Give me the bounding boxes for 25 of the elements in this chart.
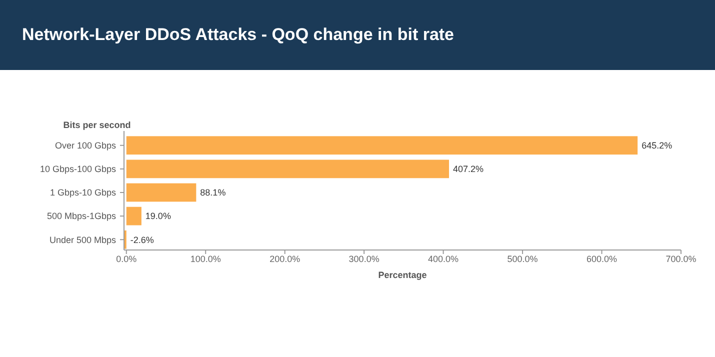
- y-tick-label: 1 Gbps-10 Gbps: [50, 188, 116, 198]
- data-label: 88.1%: [200, 188, 226, 198]
- x-tick-label: 200.0%: [270, 254, 300, 264]
- x-tick-label: 700.0%: [666, 254, 696, 264]
- x-tick-label: 500.0%: [507, 254, 538, 264]
- y-tick-label: 500 Mbps-1Gbps: [46, 211, 116, 222]
- x-axis-title: Percentage: [378, 270, 427, 280]
- y-axis-title: Bits per second: [63, 120, 131, 130]
- x-tick-label: 300.0%: [348, 254, 380, 264]
- bar: [126, 183, 196, 202]
- data-label: 407.2%: [453, 164, 484, 174]
- data-label: -2.6%: [130, 234, 154, 245]
- chart-title: Network-Layer DDoS Attacks - QoQ change in bit rate: [22, 25, 454, 44]
- bar: [126, 136, 638, 155]
- data-label: 19.0%: [145, 211, 171, 222]
- x-tick-label: 100.0%: [190, 254, 221, 264]
- x-tick-label: 0.0%: [116, 254, 137, 264]
- y-tick-label: Under 500 Mbps: [49, 234, 116, 245]
- bar: [126, 160, 450, 178]
- x-tick-label: 400.0%: [428, 254, 459, 264]
- y-tick-label: 10 Gbps-100 Gbps: [40, 164, 116, 174]
- bar: [126, 206, 142, 226]
- y-tick-label: Over 100 Gbps: [54, 140, 116, 151]
- x-tick-label: 600.0%: [586, 254, 618, 264]
- data-label: 645.2%: [642, 140, 672, 151]
